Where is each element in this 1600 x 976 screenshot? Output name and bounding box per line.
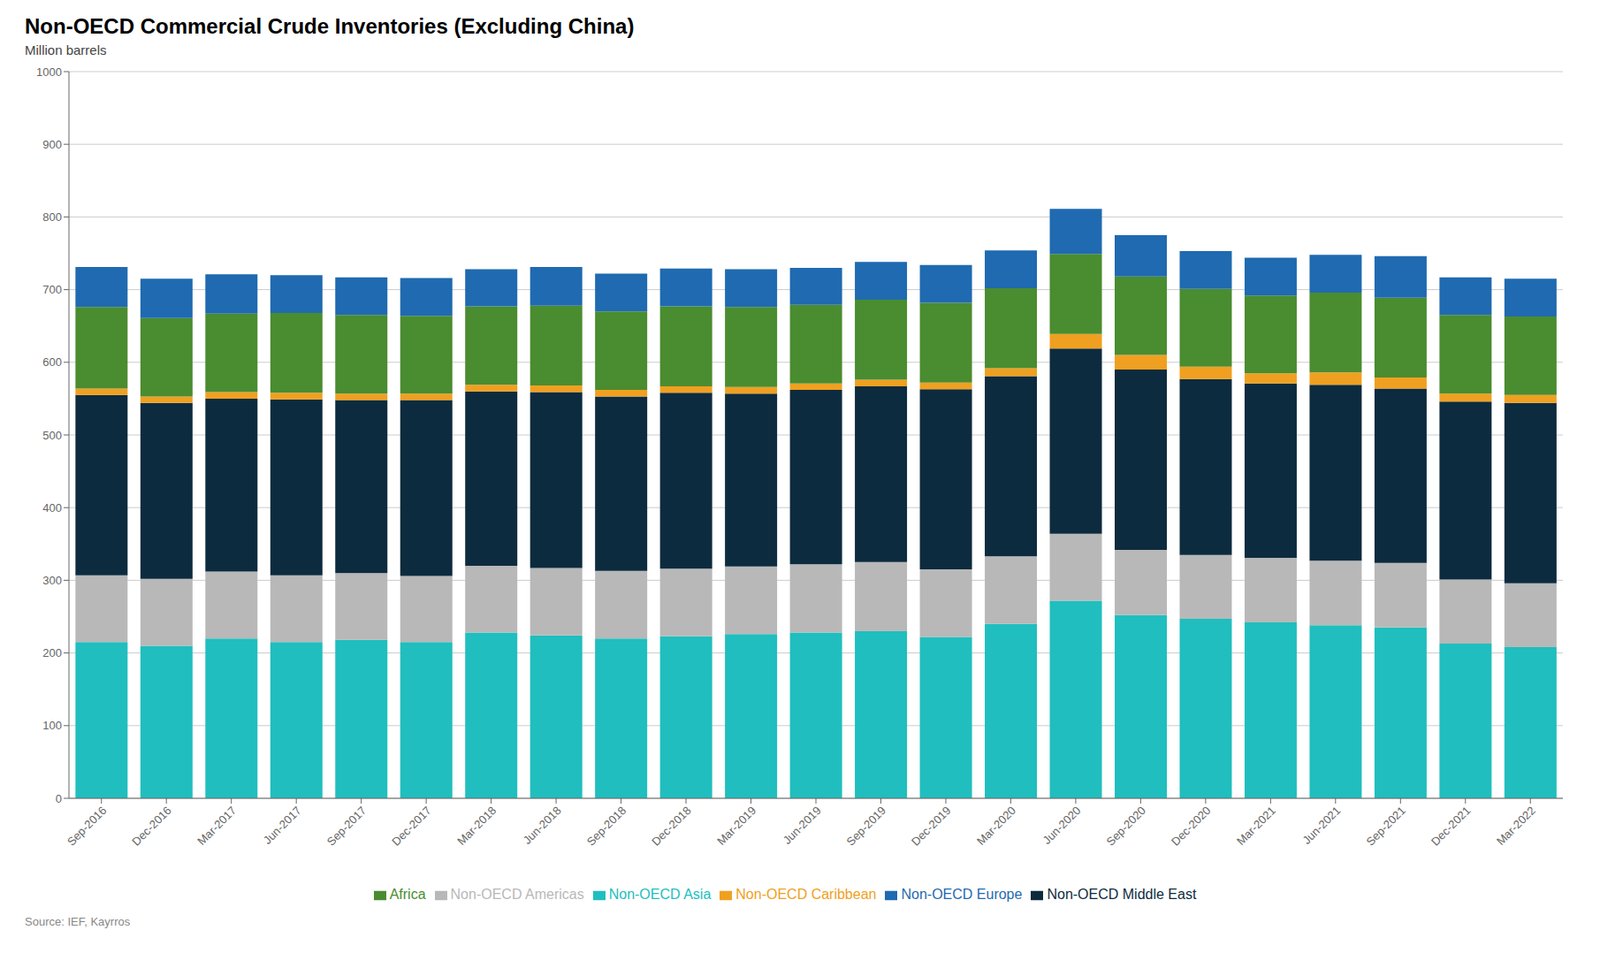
svg-text:Sep-2021: Sep-2021 xyxy=(1363,803,1408,848)
svg-text:400: 400 xyxy=(42,501,62,515)
html-text:Non-OECD Americas: Non-OECD Americas xyxy=(450,886,585,902)
html-text:Africa: Africa xyxy=(389,886,426,902)
svg-text:800: 800 xyxy=(42,210,62,224)
svg-text:Dec-2021: Dec-2021 xyxy=(1428,803,1473,848)
svg-text:Sep-2017: Sep-2017 xyxy=(324,803,369,848)
svg-text:Dec-2016: Dec-2016 xyxy=(129,803,174,848)
svg-text:Jun-2019: Jun-2019 xyxy=(780,803,824,847)
svg-text:Dec-2017: Dec-2017 xyxy=(388,803,434,848)
svg-text:Mar-2022: Mar-2022 xyxy=(1493,803,1539,848)
svg-text:Jun-2018: Jun-2018 xyxy=(520,803,564,847)
svg-text:500: 500 xyxy=(42,428,62,442)
html-text:Non-OECD Caribbean: Non-OECD Caribbean xyxy=(735,886,877,902)
svg-text:Jun-2017: Jun-2017 xyxy=(260,803,305,847)
html-text:Non-OECD Commercial Crude Inve: Non-OECD Commercial Crude Inventories (E… xyxy=(24,14,635,39)
html-text:Non-OECD Middle East: Non-OECD Middle East xyxy=(1046,886,1197,902)
svg-text:Dec-2019: Dec-2019 xyxy=(908,803,953,848)
svg-text:Mar-2020: Mar-2020 xyxy=(974,803,1019,848)
svg-text:Dec-2020: Dec-2020 xyxy=(1168,803,1213,848)
svg-text:100: 100 xyxy=(42,718,62,732)
svg-text:200: 200 xyxy=(42,646,62,660)
svg-text:Sep-2020: Sep-2020 xyxy=(1104,803,1149,848)
svg-text:0: 0 xyxy=(55,792,62,806)
svg-text:700: 700 xyxy=(42,282,62,297)
svg-text:Jun-2021: Jun-2021 xyxy=(1300,803,1344,847)
svg-text:600: 600 xyxy=(42,355,62,369)
svg-text:Mar-2018: Mar-2018 xyxy=(454,803,499,848)
svg-text:Mar-2017: Mar-2017 xyxy=(194,803,239,848)
svg-text:900: 900 xyxy=(42,137,62,152)
svg-text:Sep-2016: Sep-2016 xyxy=(64,803,109,848)
svg-text:Mar-2019: Mar-2019 xyxy=(714,803,759,848)
svg-text:Mar-2021: Mar-2021 xyxy=(1234,803,1279,848)
svg-text:Jun-2020: Jun-2020 xyxy=(1040,803,1084,847)
svg-text:Dec-2018: Dec-2018 xyxy=(648,803,694,848)
svg-text:Sep-2019: Sep-2019 xyxy=(844,803,889,848)
svg-text:1000: 1000 xyxy=(36,65,62,79)
html-text:Non-OECD Europe: Non-OECD Europe xyxy=(901,886,1023,902)
svg-text:Sep-2018: Sep-2018 xyxy=(584,803,629,848)
svg-text:300: 300 xyxy=(42,573,62,587)
html-text:Non-OECD Asia: Non-OECD Asia xyxy=(608,886,711,902)
html-text:Source: IEF, Kayrros: Source: IEF, Kayrros xyxy=(24,914,131,929)
html-text:Million barrels: Million barrels xyxy=(24,42,107,58)
